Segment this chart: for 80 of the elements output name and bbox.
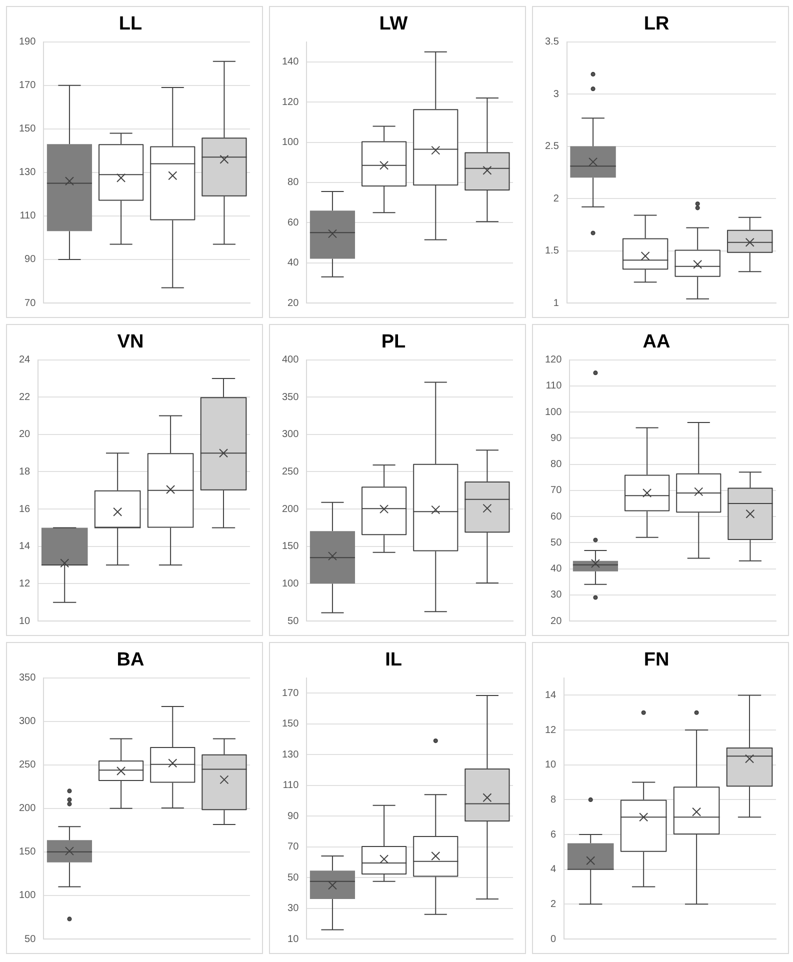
y-tick-label: 250 — [282, 466, 300, 478]
y-tick-label: 50 — [24, 934, 36, 945]
y-tick-label: 50 — [550, 537, 562, 548]
y-tick-label: 40 — [550, 564, 562, 575]
y-tick-label: 20 — [550, 616, 562, 627]
y-tick-label: 150 — [18, 846, 36, 858]
y-tick-label: 120 — [544, 354, 562, 366]
chart-title: PL — [381, 332, 406, 353]
y-tick-label: 90 — [288, 810, 300, 822]
y-tick-label: 12 — [19, 578, 31, 590]
y-tick-label: 250 — [18, 760, 36, 771]
y-tick-label: 300 — [282, 429, 300, 440]
chart-title: IL — [385, 650, 402, 671]
y-tick-label: 3.5 — [544, 36, 560, 48]
y-tick-label: 100 — [282, 578, 300, 590]
y-tick-label: 100 — [18, 890, 36, 902]
y-tick-label: 90 — [550, 432, 562, 444]
y-tick-label: 2 — [553, 193, 560, 204]
y-tick-label: 100 — [282, 137, 300, 148]
y-tick-label: 90 — [24, 254, 36, 266]
y-tick-label: 60 — [550, 511, 562, 522]
y-tick-label: 150 — [18, 124, 36, 135]
y-tick-label: 50 — [288, 616, 300, 627]
chart-title: LW — [379, 14, 408, 35]
chart-title: VN — [117, 332, 144, 353]
y-tick-label: 0 — [550, 934, 557, 945]
y-tick-label: 20 — [19, 429, 31, 440]
y-tick-label: 150 — [282, 718, 300, 730]
y-tick-label: 2 — [550, 898, 557, 910]
y-tick-label: 20 — [288, 298, 300, 309]
y-tick-label: 120 — [282, 96, 300, 108]
y-tick-label: 70 — [288, 842, 300, 853]
y-tick-label: 1.5 — [544, 246, 560, 257]
y-tick-label: 80 — [288, 177, 300, 188]
y-tick-label: 40 — [288, 258, 300, 269]
y-tick-label: 190 — [18, 36, 36, 48]
y-tick-label: 100 — [544, 406, 562, 418]
y-tick-label: 30 — [288, 903, 300, 914]
y-tick-label: 3 — [553, 88, 560, 100]
chart-title: FN — [644, 650, 670, 671]
y-tick-label: 8 — [550, 794, 557, 806]
y-tick-label: 18 — [19, 466, 31, 478]
y-tick-label: 200 — [282, 504, 300, 515]
y-tick-label: 14 — [19, 541, 31, 552]
y-tick-label: 70 — [24, 298, 36, 309]
y-tick-label: 12 — [545, 724, 557, 736]
y-tick-label: 130 — [282, 749, 300, 760]
y-tick-label: 4 — [550, 864, 557, 876]
y-tick-label: 70 — [550, 485, 562, 496]
y-tick-label: 50 — [288, 872, 300, 884]
chart-title: AA — [642, 332, 670, 353]
y-tick-label: 400 — [282, 354, 300, 366]
y-tick-label: 130 — [18, 167, 36, 178]
y-tick-label: 1 — [553, 298, 560, 309]
y-tick-label: 60 — [288, 217, 300, 228]
y-tick-label: 350 — [282, 392, 300, 403]
y-tick-label: 10 — [545, 760, 557, 771]
y-tick-label: 30 — [550, 590, 562, 601]
chart-title: LL — [118, 14, 142, 35]
y-tick-label: 6 — [550, 829, 557, 840]
y-tick-label: 350 — [18, 672, 36, 684]
y-tick-label: 150 — [282, 541, 300, 552]
y-tick-label: 300 — [18, 716, 36, 728]
y-tick-label: 14 — [545, 690, 557, 701]
y-tick-label: 110 — [546, 380, 562, 392]
y-tick-label: 2.5 — [544, 141, 560, 152]
y-tick-label: 10 — [19, 616, 31, 627]
y-tick-label: 24 — [19, 354, 31, 366]
y-tick-label: 80 — [550, 459, 562, 470]
y-tick-label: 10 — [288, 934, 300, 945]
y-tick-label: 16 — [19, 504, 31, 515]
y-tick-label: 110 — [282, 780, 300, 792]
y-tick-label: 170 — [282, 688, 300, 699]
y-tick-label: 200 — [18, 803, 36, 814]
y-tick-label: 170 — [18, 80, 36, 92]
chart-title: BA — [116, 650, 144, 671]
chart-title: LR — [644, 14, 670, 35]
y-tick-label: 140 — [282, 56, 300, 68]
y-tick-label: 110 — [20, 210, 36, 222]
y-tick-label: 22 — [19, 392, 31, 403]
